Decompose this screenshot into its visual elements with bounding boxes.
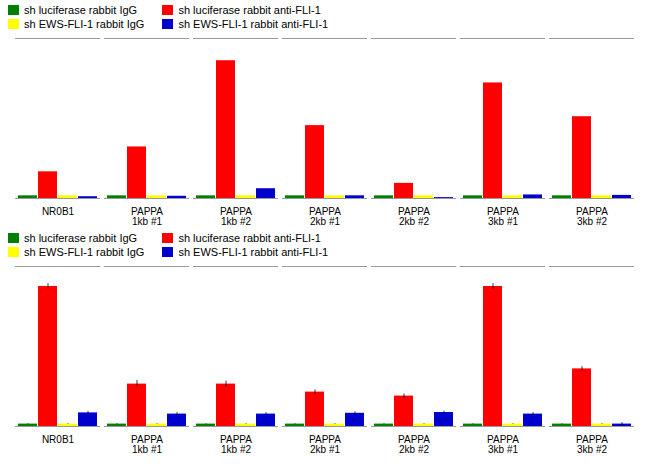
html-text:sh luciferase rabbit IgG: sh luciferase rabbit IgG: [24, 4, 138, 16]
html-text:sh luciferase rabbit IgG: sh luciferase rabbit IgG: [24, 232, 138, 244]
svg-text:PAPPA3kb #2: PAPPA3kb #2: [576, 434, 608, 455]
svg-text:NR0B1: NR0B1: [42, 434, 75, 445]
html-text:sh luciferase rabbit anti-FLI-: sh luciferase rabbit anti-FLI-1: [178, 232, 321, 244]
svg-text:PAPPA2kb #2: PAPPA2kb #2: [398, 206, 430, 227]
svg-text:PAPPA1kb #1: PAPPA1kb #1: [131, 206, 163, 227]
html-text:sh EWS-FLI-1 rabbit IgG: sh EWS-FLI-1 rabbit IgG: [24, 246, 145, 258]
svg-text:NR0B1: NR0B1: [42, 206, 75, 217]
svg-text:PAPPA3kb #2: PAPPA3kb #2: [576, 206, 608, 227]
svg-text:PAPPA3kb #1: PAPPA3kb #1: [487, 206, 519, 227]
svg-text:PAPPA2kb #1: PAPPA2kb #1: [309, 206, 341, 227]
html-text:sh EWS-FLI-1 rabbit IgG: sh EWS-FLI-1 rabbit IgG: [24, 18, 145, 30]
html-text:sh EWS-FLI-1 rabbit anti-FLI-1: sh EWS-FLI-1 rabbit anti-FLI-1: [178, 18, 329, 30]
svg-text:PAPPA2kb #1: PAPPA2kb #1: [309, 434, 341, 455]
html-text:sh EWS-FLI-1 rabbit anti-FLI-1: sh EWS-FLI-1 rabbit anti-FLI-1: [178, 246, 329, 258]
svg-text:PAPPA1kb #1: PAPPA1kb #1: [131, 434, 163, 455]
html-text:sh luciferase rabbit anti-FLI-: sh luciferase rabbit anti-FLI-1: [178, 4, 321, 16]
svg-text:PAPPA1kb #2: PAPPA1kb #2: [220, 206, 252, 227]
svg-text:PAPPA2kb #2: PAPPA2kb #2: [398, 434, 430, 455]
svg-text:PAPPA3kb #1: PAPPA3kb #1: [487, 434, 519, 455]
svg-text:PAPPA1kb #2: PAPPA1kb #2: [220, 434, 252, 455]
